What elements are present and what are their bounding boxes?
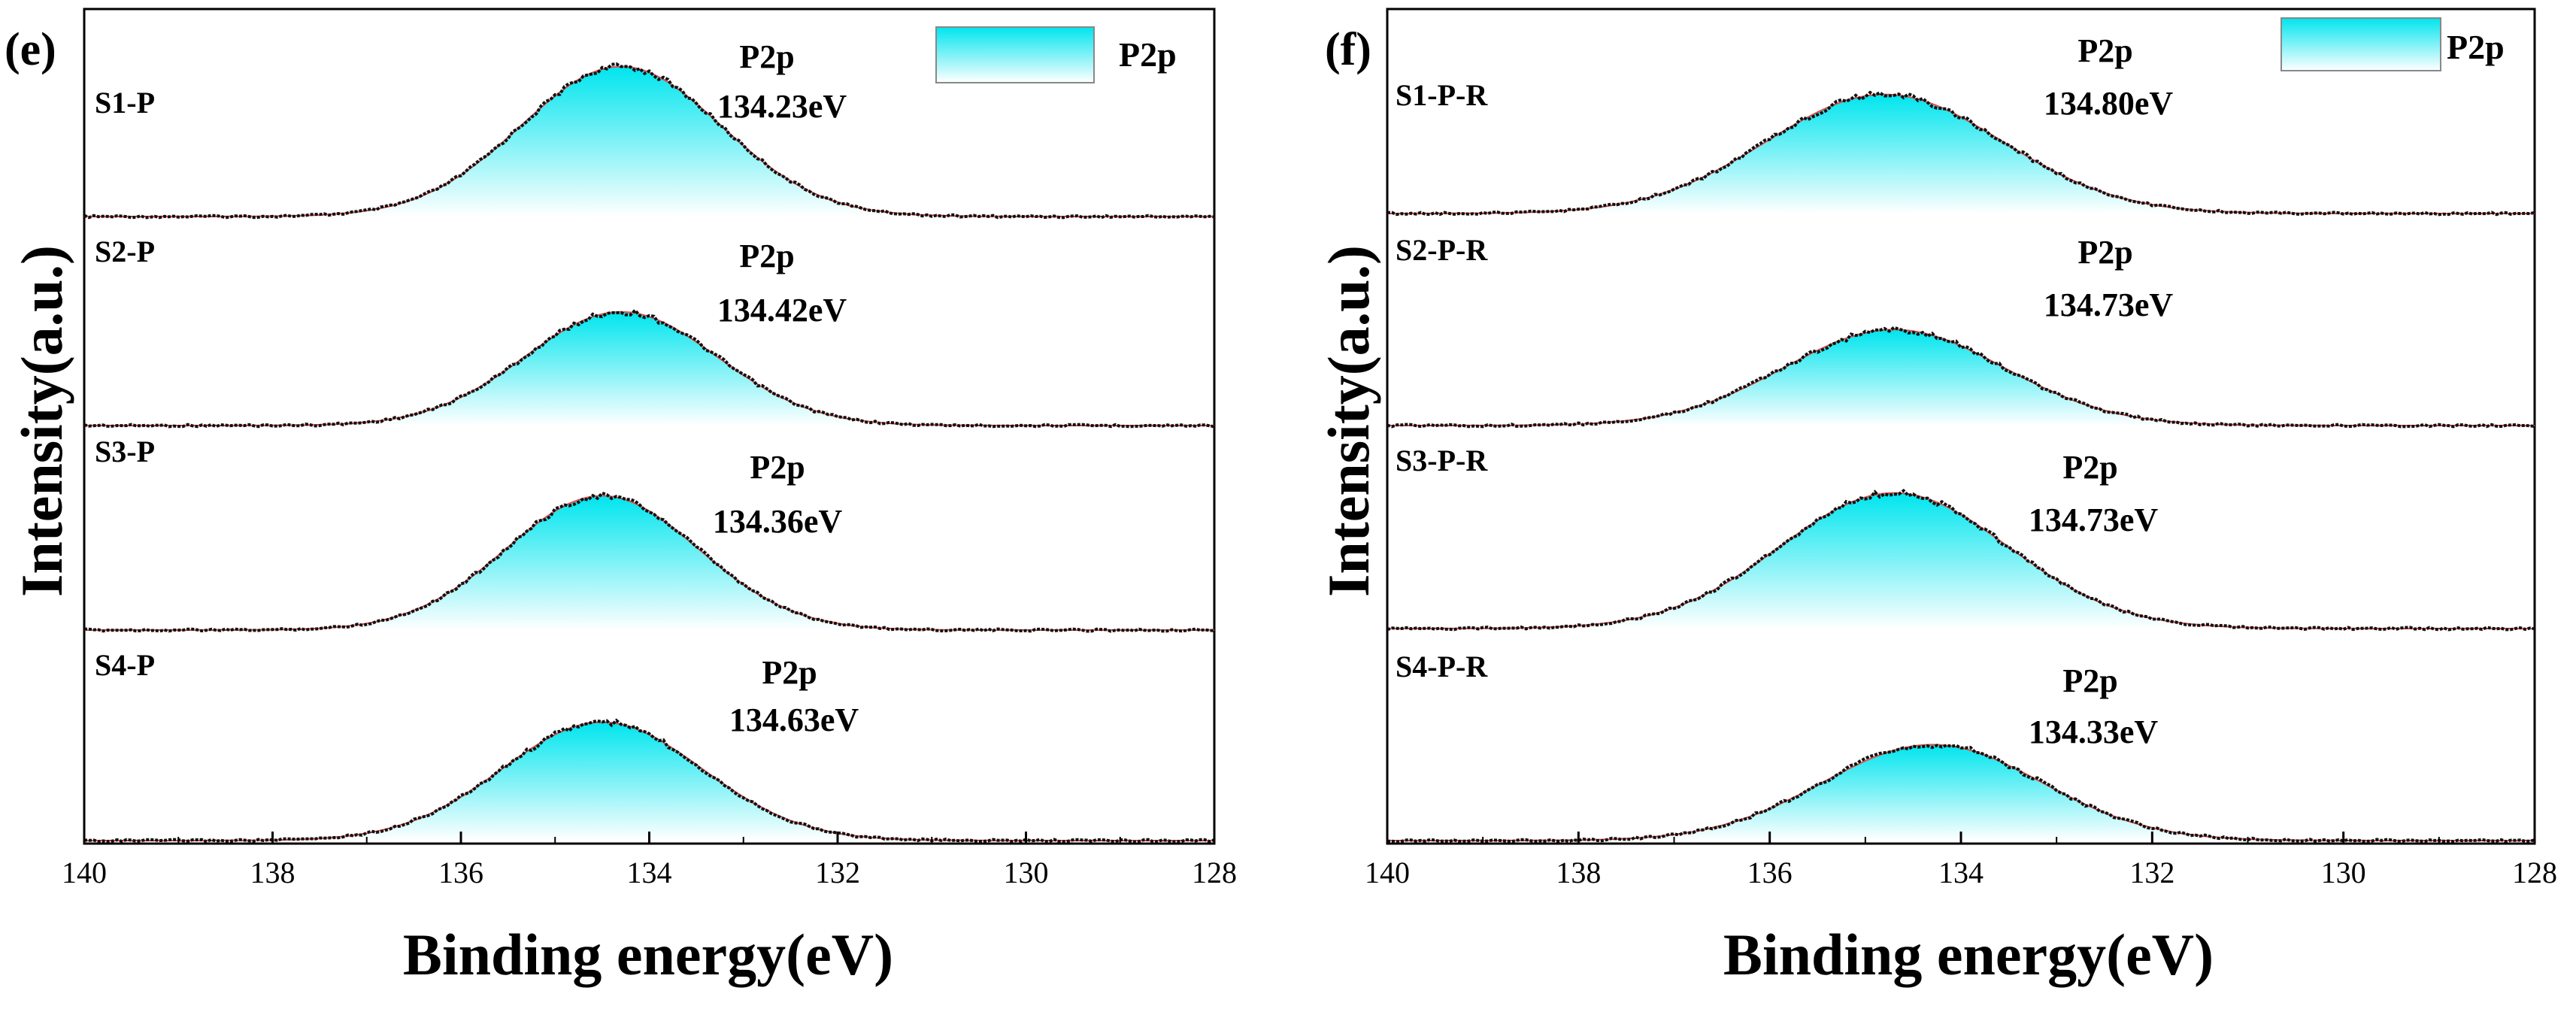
raw-data-trace [1386,326,2535,429]
peak-annotation-label: P2p [750,449,805,486]
peak-annotation-label: P2p [2062,449,2117,486]
peak-fill [1387,492,2535,629]
panel-f: 140 138 136 134 132 130 128 (f) P2p S1-P-R S2-… [1316,8,2557,987]
x-tick-label: 140 [1365,856,1410,889]
peak-annotation-value: 134.33eV [2029,714,2159,750]
series-label: S1-P [95,86,155,120]
x-tick-label: 140 [62,856,107,889]
y-axis-title: Intensity(a.u.) [9,245,74,597]
series-label: S3-P-R [1396,444,1488,477]
raw-data-trace [1386,744,2535,844]
series-S2-P [83,308,1215,429]
raw-data-trace [83,62,1215,220]
peak-annotation-value: 134.42eV [717,292,847,329]
legend-swatch [2281,17,2441,71]
x-tick-label: 130 [2321,856,2366,889]
panel-label: (f) [1325,24,1371,75]
legend-swatch [935,26,1095,83]
peak-fill [84,495,1214,630]
x-tick-label: 132 [815,856,860,889]
peak-annotation-label: P2p [739,238,794,274]
panel-label: (e) [5,24,56,75]
peak-fill [84,722,1214,841]
raw-data-trace [1386,488,2535,632]
series-label: S1-P-R [1396,78,1488,112]
series-S3-P [83,491,1215,633]
peak-fill [1387,94,2535,214]
legend-label: P2p [2447,28,2505,66]
peak-annotation-label: P2p [739,38,794,75]
series-S1-P-R [1387,90,2535,217]
x-tick-label: 138 [1556,856,1601,889]
peak-fill [84,311,1214,426]
peak-layer [83,62,1215,844]
peak-layer [1386,90,2535,844]
series-label: S2-P-R [1396,233,1488,267]
peak-annotation-value: 134.73eV [2044,286,2174,323]
tick-layer: 140 138 136 134 132 130 128 [1365,832,2557,889]
peak-fill [1387,329,2535,426]
raw-data-trace [83,308,1215,429]
series-S1-P [83,62,1215,220]
y-axis-title: Intensity(a.u.) [1316,245,1381,597]
raw-data-trace [1387,90,2535,217]
raw-data-trace [83,491,1215,633]
series-label: S4-P [95,648,155,682]
series-S4-P [83,718,1215,844]
peak-annotation-value: 134.63eV [729,701,859,738]
peak-annotation-value: 134.23eV [717,88,847,125]
series-S2-P-R [1386,326,2535,429]
series-label: S2-P [95,235,155,268]
series-S3-P-R [1386,488,2535,632]
x-tick-label: 136 [1747,856,1793,889]
peak-annotation-value: 134.36eV [713,503,843,540]
x-tick-label: 134 [627,856,672,889]
series-label: S4-P-R [1396,650,1488,683]
series-S4-P-R [1386,744,2535,844]
series-label: S3-P [95,435,155,468]
peak-fill [84,66,1214,217]
x-tick-label: 130 [1004,856,1049,889]
x-tick-label: 136 [438,856,483,889]
peak-annotation-label: P2p [2077,32,2132,69]
peak-annotation-label: P2p [2077,234,2132,271]
peak-annotation-label: P2p [762,654,817,691]
x-axis-title: Binding energy(eV) [403,922,893,987]
peak-annotation-value: 134.80eV [2044,85,2174,122]
legend-label: P2p [1119,35,1177,74]
x-tick-label: 128 [1192,856,1237,889]
peak-fill [1387,744,2535,841]
x-axis-title: Binding energy(eV) [1723,922,2214,987]
tick-layer: 140 138 136 134 132 130 128 [62,832,1237,889]
x-tick-label: 132 [2129,856,2174,889]
x-tick-label: 134 [1938,856,1984,889]
peak-annotation-value: 134.73eV [2029,501,2159,538]
peak-annotation-label: P2p [2062,662,2117,699]
panel-e: 140 138 136 134 132 130 128 (e) P2p S1-P S2-P … [5,8,1237,987]
x-tick-label: 128 [2512,856,2557,889]
x-tick-label: 138 [250,856,295,889]
